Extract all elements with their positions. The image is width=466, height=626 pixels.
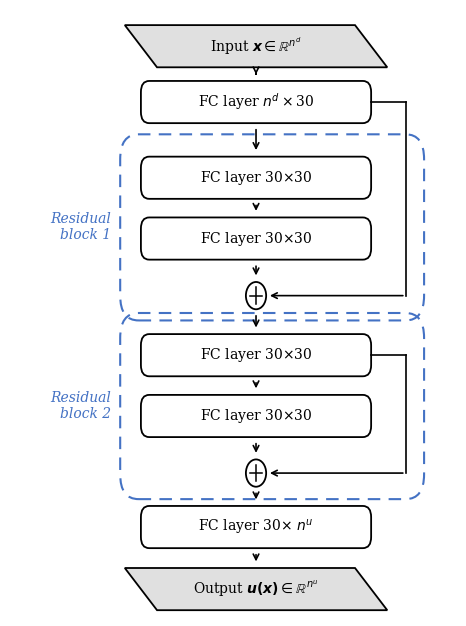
Polygon shape bbox=[125, 568, 387, 610]
Text: Residual
block 2: Residual block 2 bbox=[50, 391, 111, 421]
Text: FC layer 30$\times$ $\boldsymbol{n^u}$: FC layer 30$\times$ $\boldsymbol{n^u}$ bbox=[199, 518, 314, 536]
Text: FC layer 30$\times$30: FC layer 30$\times$30 bbox=[200, 407, 312, 425]
Text: Output $\boldsymbol{u(x)} \in \mathbb{R}^{n^u}$: Output $\boldsymbol{u(x)} \in \mathbb{R}… bbox=[193, 579, 319, 600]
Circle shape bbox=[246, 459, 266, 487]
Text: FC layer 30$\times$30: FC layer 30$\times$30 bbox=[200, 346, 312, 364]
FancyBboxPatch shape bbox=[141, 217, 371, 260]
FancyBboxPatch shape bbox=[141, 395, 371, 437]
FancyBboxPatch shape bbox=[141, 156, 371, 199]
Polygon shape bbox=[125, 25, 387, 68]
Circle shape bbox=[246, 282, 266, 309]
FancyBboxPatch shape bbox=[141, 334, 371, 376]
Text: Residual
block 1: Residual block 1 bbox=[50, 212, 111, 242]
FancyBboxPatch shape bbox=[141, 81, 371, 123]
Text: FC layer 30$\times$30: FC layer 30$\times$30 bbox=[200, 169, 312, 187]
Text: Input $\boldsymbol{x} \in \mathbb{R}^{n^d}$: Input $\boldsymbol{x} \in \mathbb{R}^{n^… bbox=[210, 35, 302, 57]
Text: FC layer 30$\times$30: FC layer 30$\times$30 bbox=[200, 230, 312, 247]
Text: FC layer $\boldsymbol{n^d}\times$30: FC layer $\boldsymbol{n^d}\times$30 bbox=[198, 91, 314, 113]
FancyBboxPatch shape bbox=[141, 506, 371, 548]
